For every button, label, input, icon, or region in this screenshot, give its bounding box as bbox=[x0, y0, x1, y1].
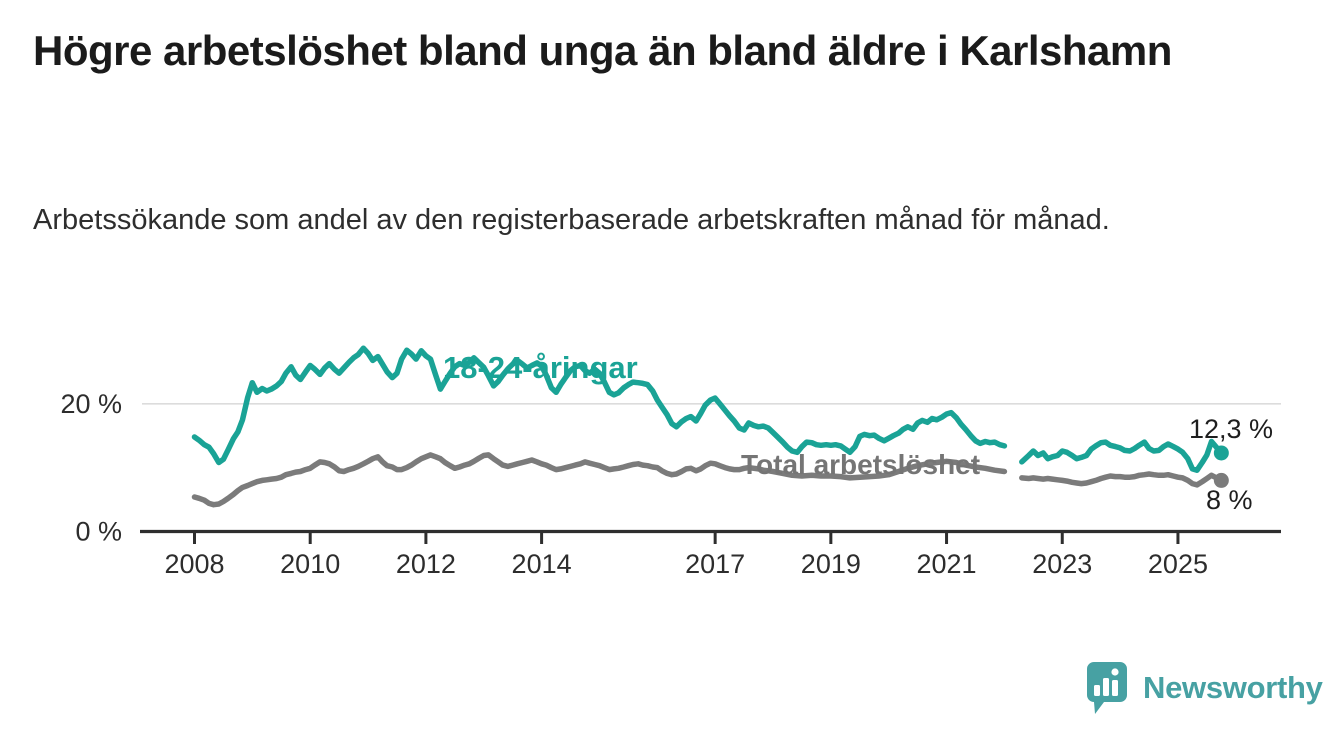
newsworthy-logo-icon bbox=[1087, 662, 1127, 714]
exclamation-stem bbox=[1112, 680, 1118, 696]
newsworthy-logo: Newsworthy bbox=[1085, 660, 1323, 716]
x-tick-label: 2012 bbox=[396, 549, 456, 579]
x-tick-label: 2019 bbox=[801, 549, 861, 579]
series-line-0 bbox=[1019, 438, 1225, 473]
exclamation-dot bbox=[1111, 668, 1119, 676]
series-label-18-24: 18-24-åringar bbox=[443, 350, 638, 385]
x-tick-label: 2017 bbox=[685, 549, 745, 579]
y-tick-label: 20 % bbox=[60, 389, 122, 419]
series-line-1 bbox=[1019, 471, 1225, 488]
series-label-total: Total arbetslöshet bbox=[741, 449, 981, 480]
end-value-label-total: 8 % bbox=[1206, 485, 1253, 515]
series-line-0 bbox=[191, 345, 1008, 466]
y-tick-label: 0 % bbox=[75, 517, 122, 547]
x-tick-label: 2021 bbox=[917, 549, 977, 579]
series-end-dot-1 bbox=[1213, 472, 1229, 488]
chart-subtitle: Arbetssökande som andel av den registerb… bbox=[33, 204, 1110, 236]
x-tick-label: 2023 bbox=[1032, 549, 1092, 579]
series-end-dot-0 bbox=[1213, 445, 1229, 461]
x-tick-label: 2010 bbox=[280, 549, 340, 579]
x-tick-label: 2025 bbox=[1148, 549, 1208, 579]
newsworthy-logo-text: Newsworthy bbox=[1143, 670, 1323, 705]
bar-chart-bar-2 bbox=[1103, 678, 1109, 696]
chart-title: Högre arbetslöshet bland unga än bland ä… bbox=[33, 27, 1172, 74]
bar-chart-bar-1 bbox=[1094, 685, 1100, 696]
x-tick-label: 2014 bbox=[512, 549, 572, 579]
series-line-1 bbox=[191, 452, 1008, 508]
end-value-label-18-24: 12,3 % bbox=[1189, 414, 1274, 444]
x-tick-label: 2008 bbox=[164, 549, 224, 579]
